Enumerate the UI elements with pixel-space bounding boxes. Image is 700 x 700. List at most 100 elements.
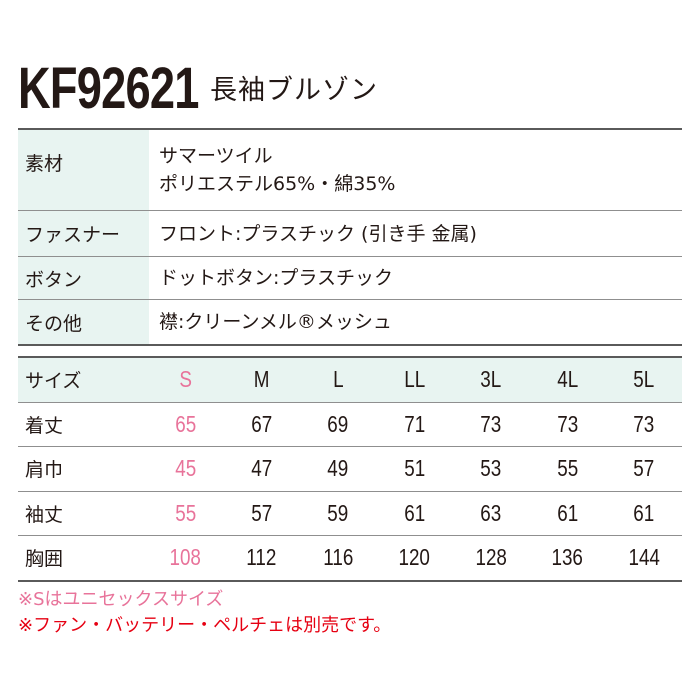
size-value: 69: [327, 410, 349, 437]
size-value: 49: [327, 455, 349, 482]
size-cell: 61: [376, 492, 452, 536]
size-value: 59: [327, 499, 349, 526]
size-value: 116: [323, 544, 354, 571]
size-cell: 61: [529, 492, 605, 536]
spec-row-material: 素材 サマーツイル ポリエステル65%・綿35%: [18, 130, 682, 210]
spec-row-button: ボタン ドットボタン:プラスチック: [18, 256, 682, 299]
size-header-cell: 3L: [453, 358, 529, 402]
size-value: 57: [251, 499, 273, 526]
spec-value-line: フロント:プラスチック (引き手 金属): [159, 222, 477, 245]
size-header-cell: L: [300, 358, 376, 402]
size-header-cell: M: [224, 358, 300, 402]
size-cell: 128: [453, 536, 529, 580]
size-cell: 67: [224, 403, 300, 447]
size-value: 55: [556, 455, 578, 482]
spec-value: ドットボタン:プラスチック: [149, 257, 682, 299]
size-name: S: [179, 366, 192, 393]
size-value: 47: [251, 455, 273, 482]
size-value: 73: [556, 410, 578, 437]
size-cell: 55: [529, 447, 605, 491]
size-value: 120: [398, 544, 431, 571]
size-name: LL: [404, 366, 426, 393]
size-cell: 136: [529, 536, 605, 580]
size-header-cell: 5L: [606, 358, 682, 402]
size-value: 73: [633, 410, 655, 437]
size-value: 108: [169, 544, 202, 571]
size-cell: 73: [529, 403, 605, 447]
size-row-label: 肩巾: [18, 447, 148, 491]
spec-table: 素材 サマーツイル ポリエステル65%・綿35% ファスナー フロント:プラスチ…: [18, 128, 682, 346]
size-header-label: サイズ: [25, 370, 82, 393]
size-cell: 53: [453, 447, 529, 491]
notes: ※Sはユニセックスサイズ ※ファン・バッテリー・ペルチェは別売です。: [18, 587, 391, 639]
size-value: 67: [251, 410, 273, 437]
size-value: 55: [174, 499, 196, 526]
size-name: 3L: [480, 366, 502, 393]
size-value: 61: [404, 499, 426, 526]
size-row-length: 着丈 65 67 69 71 73 73 73: [18, 401, 682, 447]
size-value: 144: [628, 544, 660, 571]
size-cell: 120: [376, 536, 452, 580]
size-value: 71: [404, 410, 426, 437]
size-row-sleeve: 袖丈 55 57 59 61 63 61 61: [18, 490, 682, 536]
size-row-chest: 胸囲 108 112 116 120 128 136 144: [18, 535, 682, 580]
spec-label: 素材: [18, 130, 149, 210]
spec-value-line: 襟:クリーンメル®メッシュ: [159, 311, 392, 333]
size-value: 65: [174, 410, 196, 437]
size-value: 51: [404, 455, 426, 482]
size-value: 128: [475, 544, 507, 571]
size-cell: 51: [376, 447, 452, 491]
size-header-cell: 4L: [529, 358, 605, 402]
spec-row-fastener: ファスナー フロント:プラスチック (引き手 金属): [18, 210, 682, 256]
size-cell: 47: [224, 447, 300, 491]
size-cell: 59: [300, 492, 376, 536]
size-cell: 73: [453, 403, 529, 447]
size-value: 57: [633, 455, 655, 482]
size-value: 63: [480, 499, 502, 526]
size-cell: 65: [147, 403, 223, 447]
size-header-cell: LL: [376, 358, 452, 402]
size-name: 4L: [556, 366, 578, 393]
size-name: L: [332, 366, 344, 393]
size-value: 61: [633, 499, 655, 526]
size-value: 73: [480, 410, 502, 437]
size-value: 53: [480, 455, 502, 482]
size-cell: 69: [300, 403, 376, 447]
size-cell: 49: [300, 447, 376, 491]
spec-label: ファスナー: [18, 211, 149, 256]
size-row-label: 着丈: [18, 402, 148, 446]
size-name: M: [253, 366, 270, 393]
size-value: 112: [246, 544, 277, 571]
spec-label: ボタン: [18, 257, 149, 299]
size-row-label: 胸囲: [18, 536, 148, 580]
size-table: サイズ S M L LL 3L 4L 5L 着丈 65 67 69 71 73 …: [18, 356, 682, 582]
spec-value: サマーツイル ポリエステル65%・綿35%: [149, 130, 682, 210]
size-cell: 63: [453, 492, 529, 536]
size-cell: 71: [376, 403, 452, 447]
product-name: 長袖ブルゾン: [210, 75, 378, 106]
spec-value-line: ポリエステル65%・綿35%: [159, 173, 396, 195]
size-row-label: 袖丈: [18, 491, 148, 535]
size-cell: 112: [224, 536, 300, 580]
size-value: 61: [556, 499, 578, 526]
size-cell: 45: [147, 447, 223, 491]
spec-value-line: ドットボタン:プラスチック: [159, 267, 394, 289]
product-header: KF92621 長袖ブルゾン: [18, 56, 378, 118]
size-cell: 144: [606, 536, 682, 580]
note-sold-separately: ※ファン・バッテリー・ペルチェは別売です。: [18, 615, 392, 636]
spec-row-other: その他 襟:クリーンメル®メッシュ: [18, 299, 682, 344]
size-cell: 116: [300, 536, 376, 580]
size-cell: 108: [147, 536, 223, 580]
note-unisex: ※Sはユニセックスサイズ: [18, 589, 224, 610]
spec-value: 襟:クリーンメル®メッシュ: [149, 300, 682, 344]
size-cell: 57: [606, 447, 682, 491]
spec-value-line: サマーツイル: [159, 145, 273, 167]
spec-label: その他: [18, 300, 149, 344]
size-name: 5L: [633, 366, 655, 393]
product-code: KF92621: [18, 56, 199, 121]
size-row-shoulder: 肩巾 45 47 49 51 53 55 57: [18, 446, 682, 491]
size-header-cell: S: [147, 358, 223, 402]
size-value: 136: [551, 544, 584, 571]
spec-value: フロント:プラスチック (引き手 金属): [149, 211, 682, 256]
size-header-row: サイズ S M L LL 3L 4L 5L: [18, 358, 682, 402]
